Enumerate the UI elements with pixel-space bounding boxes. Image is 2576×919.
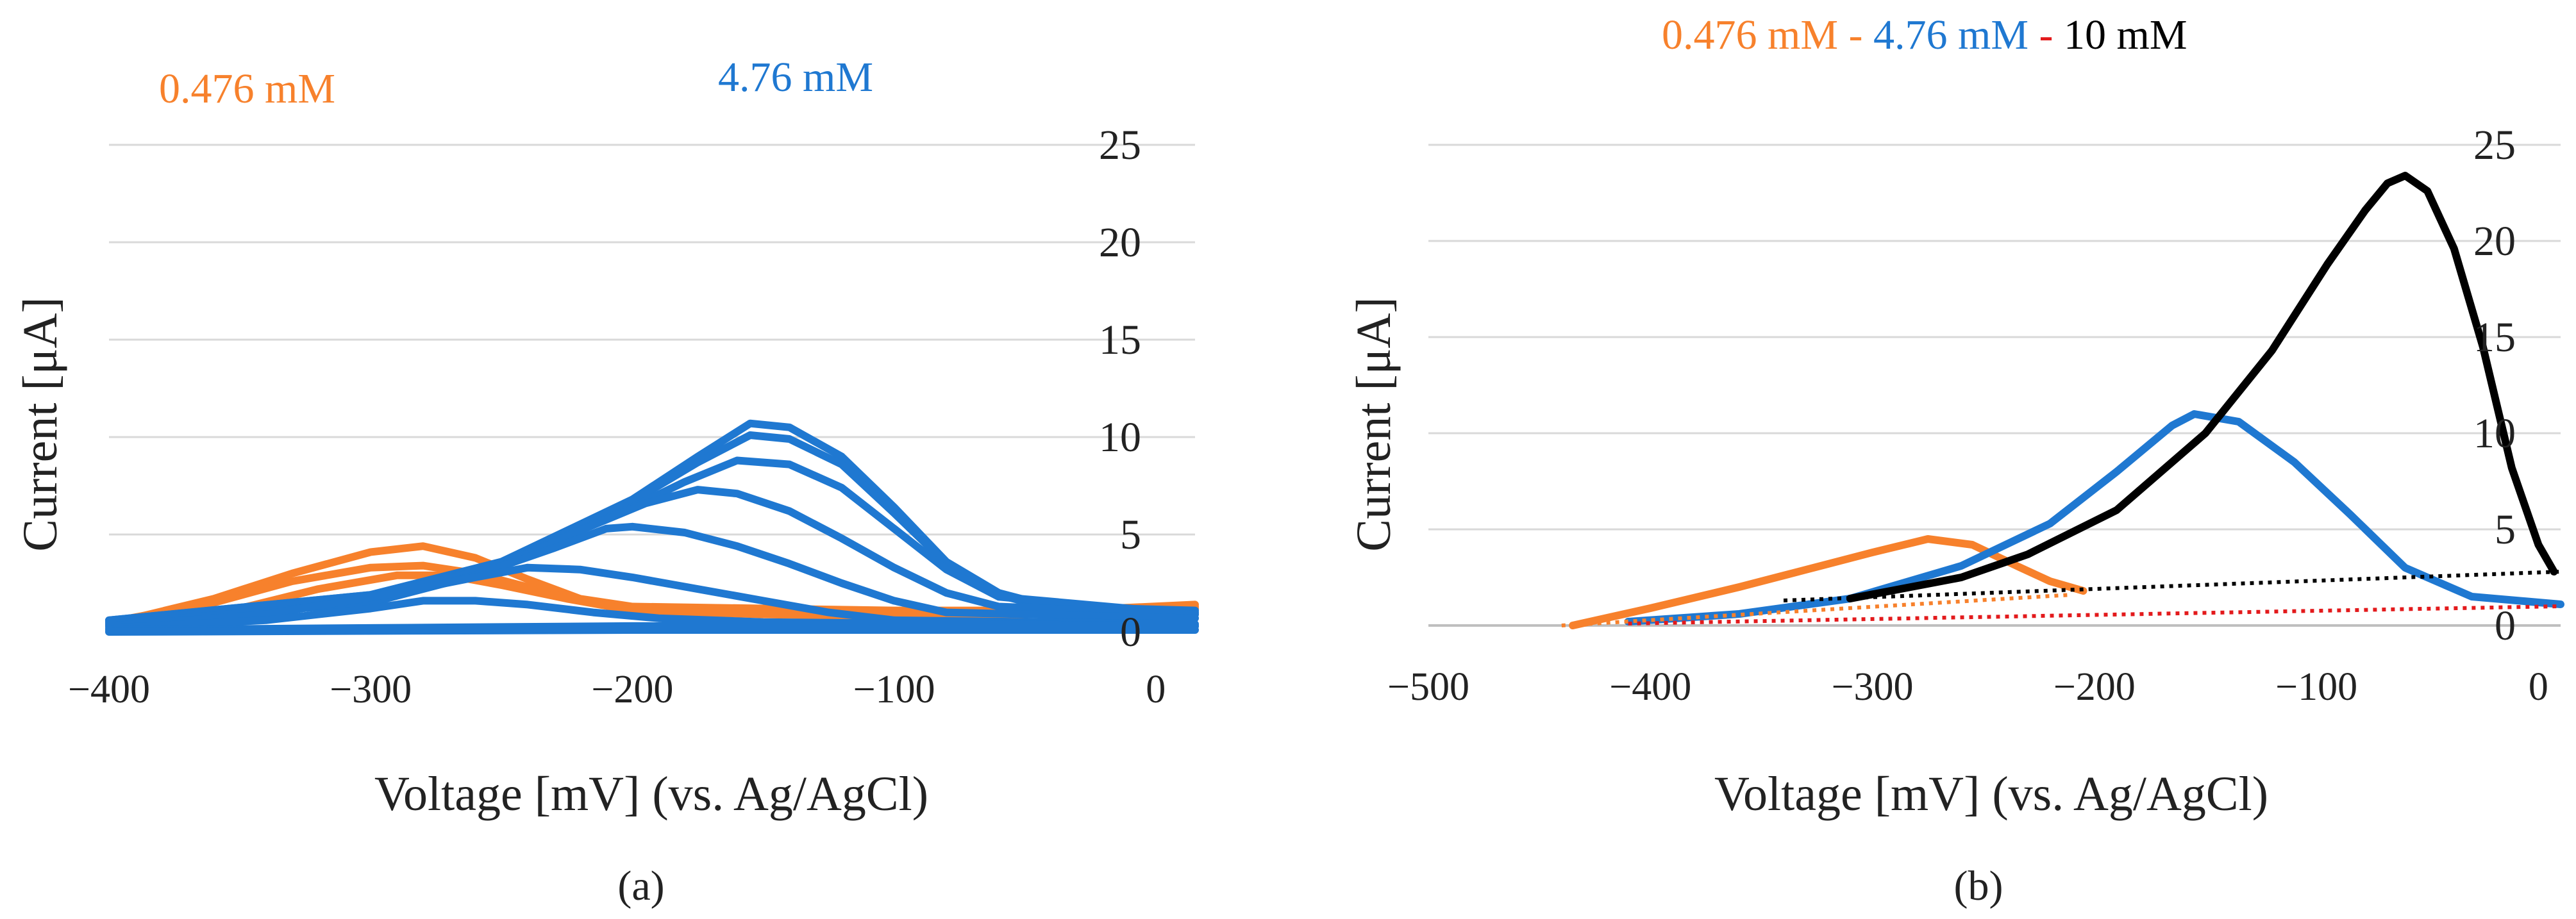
panel-b-series-line xyxy=(1569,535,2087,629)
panel-a-x-axis-label: Voltage [mV] (vs. Ag/AgCl) xyxy=(374,767,928,821)
panel-b-series-line xyxy=(1628,604,2561,625)
panel-b-chart: −500 −400 −300 −200 −100 0 0 5 10 15 20 25 0.476 m… xyxy=(1347,12,2564,909)
panel-b-y-tick-label: 25 xyxy=(2473,122,2516,169)
panel-a-x-tick-label: −200 xyxy=(591,668,673,711)
panel-a-series xyxy=(105,419,1199,636)
panel-a-y-tick-label: 20 xyxy=(1099,219,1141,266)
panel-b-series-line xyxy=(1783,570,2561,602)
panel-a-x-tick-label: −400 xyxy=(68,668,150,711)
panel-b-legend-476: 4.76 mM xyxy=(1873,12,2028,58)
panel-b-series-line xyxy=(1846,172,2558,602)
panel-b-x-tick-label: 0 xyxy=(2529,665,2548,709)
panel-b-y-tick-labels: 0 5 10 15 20 25 xyxy=(2473,122,2516,649)
panel-b-x-tick-label: −300 xyxy=(1832,665,1914,709)
panel-b-x-tick-label: −100 xyxy=(2275,665,2357,709)
panel-b-gridlines xyxy=(1428,144,2561,627)
panel-b-x-tick-labels: −500 −400 −300 −200 −100 0 xyxy=(1387,665,2548,709)
panel-a-x-tick-label: −300 xyxy=(330,668,412,711)
panel-a-y-tick-label: 15 xyxy=(1099,317,1141,363)
panel-a-label: (a) xyxy=(617,863,664,909)
panel-a-series-line xyxy=(105,571,1199,630)
panel-a-y-axis-label: Current [μA] xyxy=(13,297,67,551)
panel-b-series xyxy=(1561,172,2564,629)
panel-a-y-tick-label: 25 xyxy=(1099,122,1141,169)
panel-a-legend-0476: 0.476 mM xyxy=(159,65,335,112)
panel-a-legend-476: 4.76 mM xyxy=(718,54,873,101)
panel-a-y-tick-label: 5 xyxy=(1120,511,1141,558)
panel-a-y-tick-labels: 0 5 10 15 20 25 xyxy=(1099,122,1141,656)
panel-a-y-tick-label: 0 xyxy=(1120,609,1141,656)
panel-b-x-axis-label: Voltage [mV] (vs. Ag/AgCl) xyxy=(1714,767,2268,821)
panel-a-y-tick-label: 10 xyxy=(1099,414,1141,461)
panel-b-y-tick-label: 15 xyxy=(2473,314,2516,361)
panel-b-y-tick-label: 20 xyxy=(2473,218,2516,265)
panel-a-x-tick-labels: −400 −300 −200 −100 0 xyxy=(68,668,1166,711)
panel-a-series-line xyxy=(105,597,1199,632)
panel-a-series-line xyxy=(105,563,1199,630)
panel-b-legend-sep-2: - xyxy=(2028,12,2064,58)
panel-b-legend-sep-1: - xyxy=(1838,12,1873,58)
panel-a-gridlines xyxy=(109,144,1195,633)
panel-b-x-tick-label: −200 xyxy=(2053,665,2136,709)
panel-b-label: (b) xyxy=(1954,863,2003,909)
panel-b-x-tick-label: −500 xyxy=(1387,665,1469,709)
panel-a-x-tick-label: 0 xyxy=(1146,668,1166,711)
panel-b-legend-10: 10 mM xyxy=(2064,12,2187,58)
panel-b-x-tick-label: −400 xyxy=(1609,665,1691,709)
panel-b-legend: 0.476 mM - 4.76 mM - 10 mM xyxy=(1662,12,2187,58)
panel-b-y-tick-label: 0 xyxy=(2495,602,2516,649)
panel-b-y-tick-label: 10 xyxy=(2473,410,2516,457)
panel-b-y-tick-label: 5 xyxy=(2495,506,2516,553)
panel-a-chart: −400 −300 −200 −100 0 0 5 10 15 20 25 0.476 mM 4.… xyxy=(13,54,1199,909)
panel-b-y-axis-label: Current [μA] xyxy=(1347,297,1401,551)
panel-b-legend-0476: 0.476 mM xyxy=(1662,12,1838,58)
panel-a-x-tick-label: −100 xyxy=(853,668,935,711)
panel-a-series-line xyxy=(105,626,1199,636)
